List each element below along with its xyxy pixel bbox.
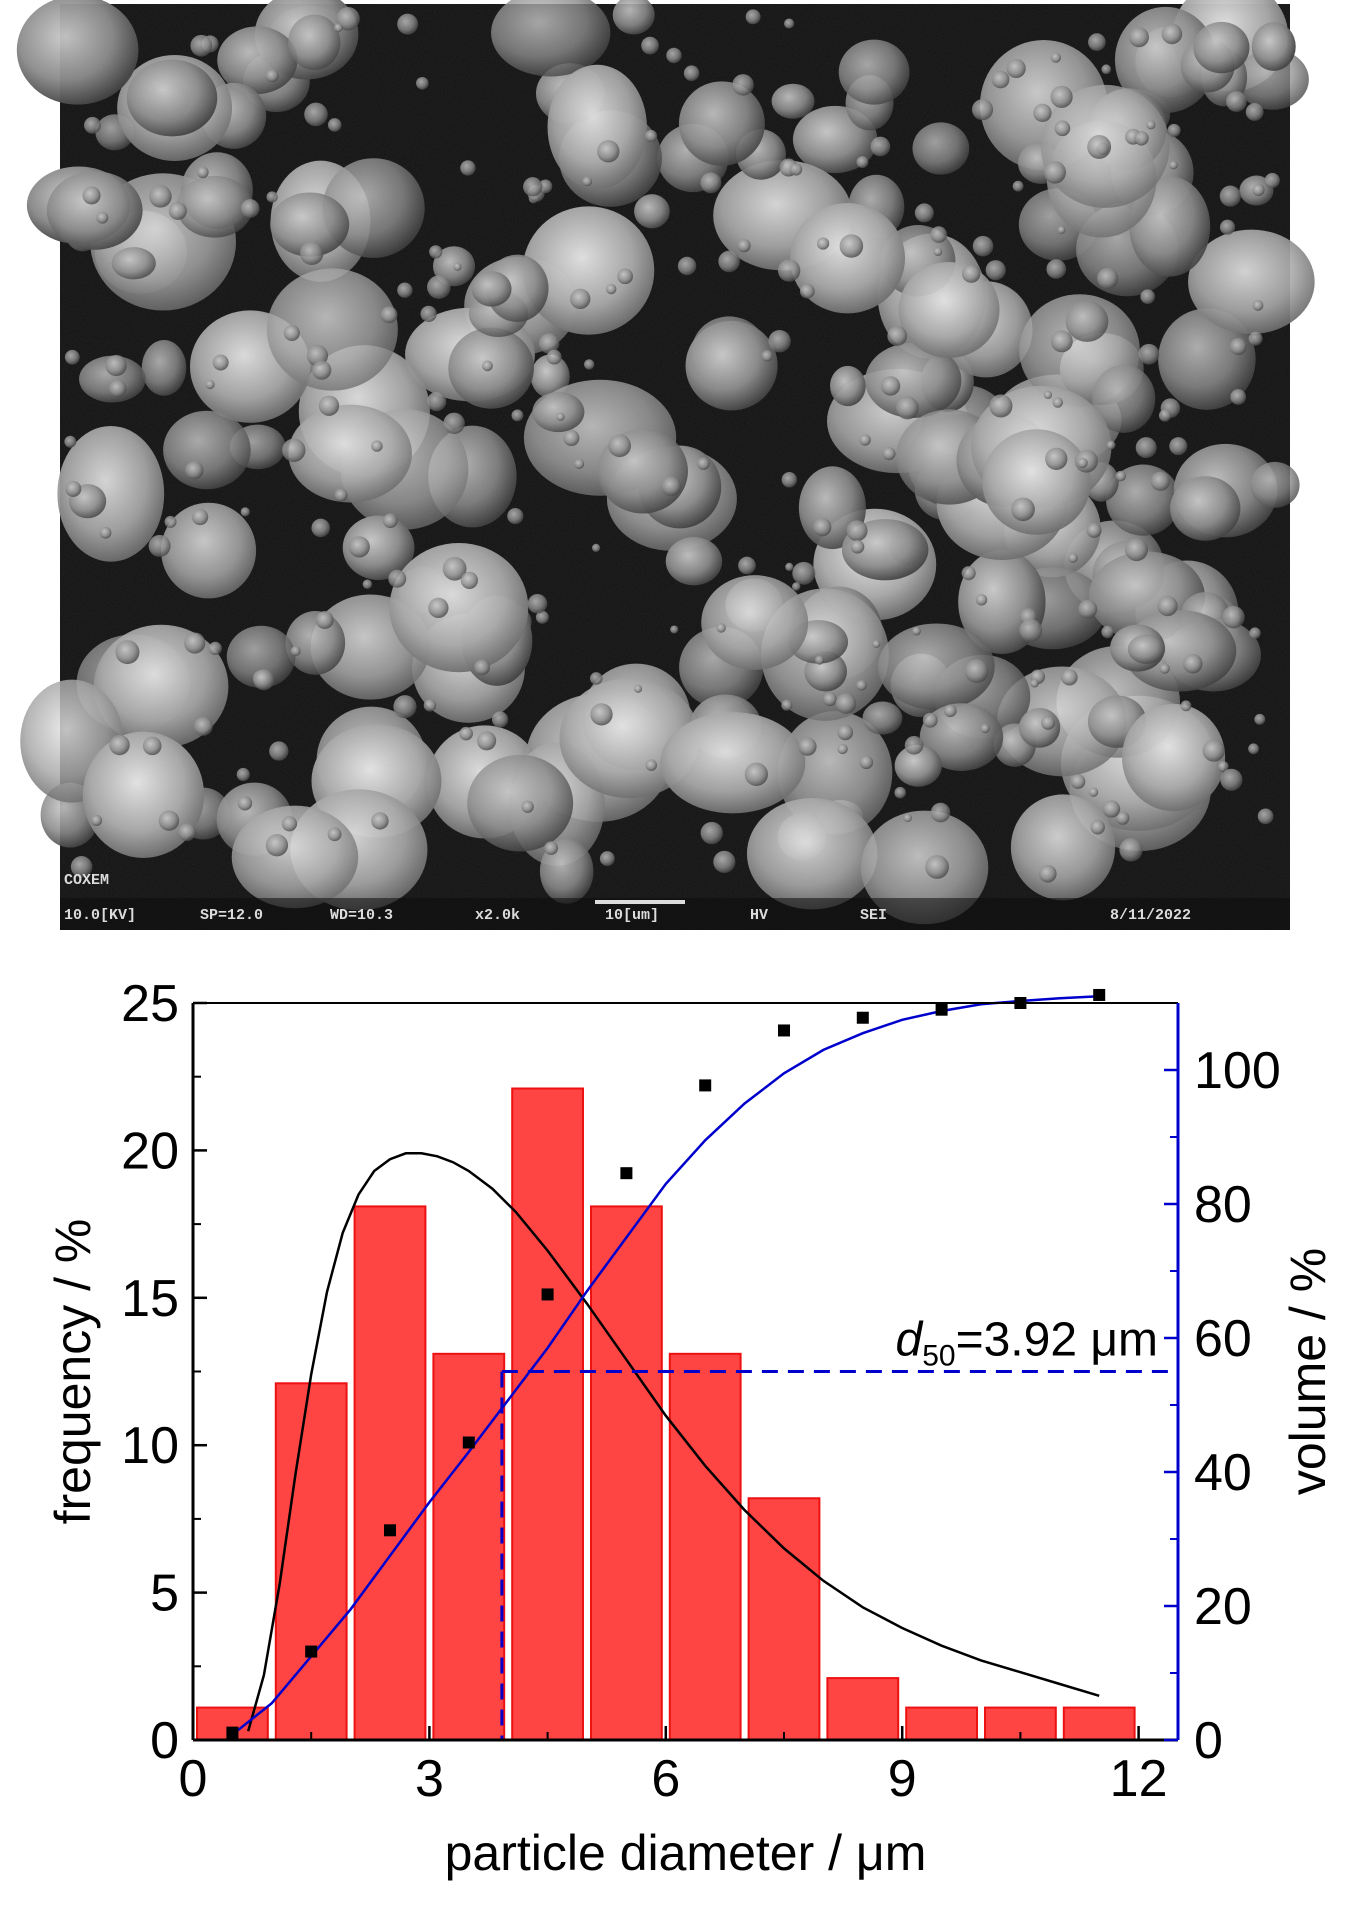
cumulative-point bbox=[462, 1436, 475, 1449]
sem-working-distance: WD=10.3 bbox=[330, 907, 393, 924]
y-tick-label: 0 bbox=[150, 1712, 179, 1770]
cumulative-point bbox=[856, 1011, 869, 1024]
y-tick-label: 5 bbox=[150, 1565, 179, 1623]
cumulative-point bbox=[384, 1524, 396, 1537]
cumulative-point bbox=[305, 1645, 318, 1658]
y-tick-label: 25 bbox=[121, 975, 179, 1033]
cumulative-point bbox=[226, 1726, 239, 1739]
frequency-bar bbox=[432, 1352, 506, 1741]
y2-tick-label: 80 bbox=[1194, 1176, 1252, 1234]
frequency-bar bbox=[668, 1352, 742, 1741]
y2-axis-label: volume / % bbox=[1280, 1248, 1336, 1495]
x-tick-label: 0 bbox=[179, 1750, 208, 1808]
frequency-fit bbox=[246, 1152, 1100, 1732]
d50-subscript: 50 bbox=[922, 1340, 955, 1373]
d50-value: =3.92 μm bbox=[956, 1314, 1158, 1367]
frequency-bar bbox=[353, 1205, 427, 1741]
sem-detector: SEI bbox=[860, 907, 887, 924]
d50-markers bbox=[500, 1370, 1178, 1740]
sem-magnification: x2.0k bbox=[475, 907, 520, 924]
cumulative-point bbox=[935, 1003, 948, 1016]
y-tick-label: 20 bbox=[121, 1122, 179, 1180]
sem-voltage: 10.0[KV] bbox=[64, 907, 136, 924]
frequency-bars bbox=[196, 1087, 1136, 1742]
sem-micrograph: COXEM 10.0[KV] SP=12.0 WD=10.3 x2.0k 10[… bbox=[16, 0, 1315, 930]
cumulative-point bbox=[620, 1167, 633, 1180]
d50-annotation: d50=3.92 μm bbox=[895, 1314, 1158, 1373]
sem-scale-label: 10[um] bbox=[605, 907, 659, 924]
y2-tick-label: 60 bbox=[1194, 1310, 1252, 1368]
frequency-bar bbox=[905, 1706, 979, 1742]
chart-ticks: 0 3 6 9 12 0 5 10 15 20 25 0 20 40 60 80 100 bbox=[121, 975, 1281, 1808]
sem-spot: SP=12.0 bbox=[200, 907, 263, 924]
d50-symbol: d bbox=[895, 1314, 923, 1367]
sem-info-bar: COXEM 10.0[KV] SP=12.0 WD=10.3 x2.0k 10[… bbox=[60, 872, 1290, 930]
y-tick-label: 15 bbox=[121, 1270, 179, 1328]
y2-tick-label: 20 bbox=[1194, 1578, 1252, 1636]
y2-tick-label: 40 bbox=[1194, 1444, 1252, 1502]
y2-tick-label: 100 bbox=[1194, 1042, 1281, 1100]
cumulative-point bbox=[541, 1288, 554, 1301]
x-tick-label: 3 bbox=[415, 1750, 444, 1808]
frequency-bar bbox=[511, 1087, 585, 1741]
sem-mode: HV bbox=[750, 907, 768, 924]
frequency-bar bbox=[274, 1382, 348, 1741]
sem-brand: COXEM bbox=[64, 872, 109, 889]
frequency-bar bbox=[826, 1677, 900, 1742]
frequency-bar bbox=[1062, 1706, 1136, 1742]
cumulative-volume bbox=[226, 988, 1106, 1739]
x-axis-label: particle diameter / μm bbox=[445, 1825, 927, 1881]
x-tick-label: 6 bbox=[651, 1750, 680, 1808]
y2-tick-label: 0 bbox=[1194, 1712, 1223, 1770]
fit-curve-line bbox=[246, 1152, 1100, 1732]
sem-scale-bar bbox=[595, 900, 685, 904]
y-axis-label: frequency / % bbox=[45, 1219, 101, 1525]
cumulative-point bbox=[778, 1024, 790, 1037]
cumulative-point bbox=[1093, 988, 1106, 1001]
frequency-bar bbox=[590, 1205, 663, 1741]
cumulative-point bbox=[699, 1079, 712, 1092]
x-tick-label: 12 bbox=[1110, 1750, 1168, 1808]
y-tick-label: 10 bbox=[121, 1417, 179, 1475]
x-tick-label: 9 bbox=[888, 1750, 917, 1808]
frequency-bar bbox=[747, 1497, 821, 1742]
cumulative-curve-line bbox=[231, 995, 1100, 1736]
sem-date: 8/11/2022 bbox=[1110, 907, 1191, 924]
